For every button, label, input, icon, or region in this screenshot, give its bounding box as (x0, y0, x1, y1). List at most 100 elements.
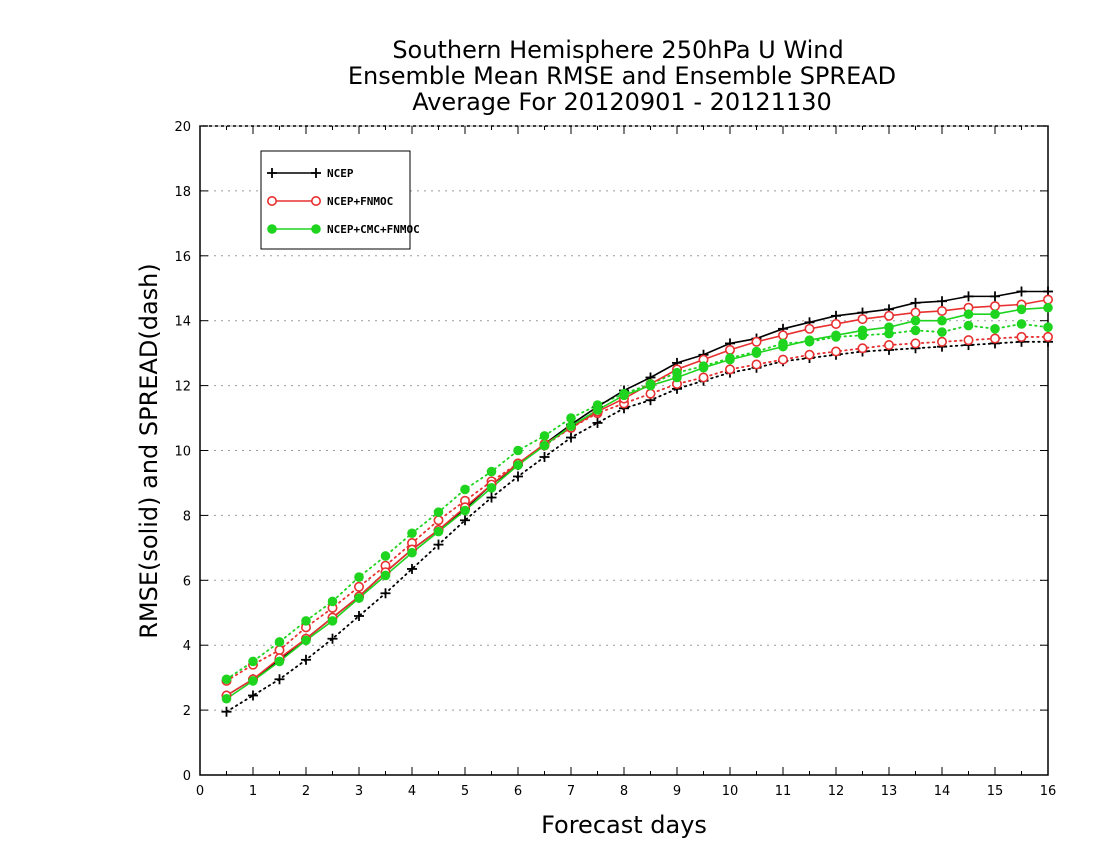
spread-point-ncep-fnmoc (883, 340, 894, 351)
rmse-point-ncep-cmc-fnmoc (513, 460, 523, 470)
rmse-point-ncep-cmc-fnmoc (751, 348, 762, 358)
spread-point-ncep-cmc-fnmoc (274, 637, 285, 647)
x-tick-label: 6 (514, 784, 522, 799)
spread-point-ncep-cmc-fnmoc (937, 327, 947, 337)
legend-marker-ncep (267, 168, 277, 178)
rmse-point-ncep-cmc-fnmoc (672, 372, 682, 383)
rmse-point-ncep-cmc-fnmoc (831, 330, 841, 341)
rmse-point-ncep-cmc-fnmoc (592, 405, 603, 415)
x-tick-label: 3 (355, 784, 363, 799)
legend-box (260, 150, 411, 250)
rmse-point-ncep (937, 296, 947, 307)
rmse-point-ncep-cmc-fnmoc (566, 421, 576, 431)
x-tick-label: 7 (567, 784, 575, 799)
rmse-point-ncep-fnmoc (724, 344, 735, 355)
x-tick-label: 0 (196, 784, 204, 799)
rmse-point-ncep-cmc-fnmoc (1016, 304, 1027, 315)
spread-point-ncep (327, 633, 338, 644)
y-tick-label: 10 (174, 445, 191, 460)
spread-point-ncep-fnmoc (645, 388, 656, 399)
rmse-point-ncep-cmc-fnmoc (804, 335, 815, 345)
rmse-point-ncep (1016, 286, 1027, 297)
legend: NCEP NCEP+FNMOC NCEP+CMC+FNMOC (260, 150, 420, 250)
legend-label-ncep: NCEP (327, 167, 354, 180)
spread-point-ncep (274, 674, 285, 685)
spread-point-ncep-cmc-fnmoc (566, 413, 576, 423)
spread-point-ncep (354, 610, 364, 621)
y-tick-label: 18 (174, 185, 191, 200)
rmse-point-ncep-fnmoc (936, 305, 947, 316)
spread-point-ncep-cmc-fnmoc (486, 466, 497, 477)
rmse-point-ncep-cmc-fnmoc (937, 315, 947, 326)
spread-line-ncep (225, 340, 1049, 713)
rmse-point-ncep-fnmoc (1043, 294, 1054, 305)
spread-point-ncep-cmc-fnmoc (963, 320, 974, 331)
series-layer (221, 286, 1054, 717)
x-tick-label: 13 (881, 784, 898, 799)
spread-point-ncep-cmc-fnmoc (433, 507, 444, 517)
rmse-point-ncep-cmc-fnmoc (301, 635, 311, 646)
rmse-point-ncep-cmc-fnmoc (619, 390, 629, 401)
rmse-point-ncep-fnmoc (910, 307, 921, 318)
spread-point-ncep-fnmoc (857, 343, 868, 354)
rmse-point-ncep-cmc-fnmoc (486, 483, 497, 493)
rmse-point-ncep (910, 297, 921, 308)
legend-marker-ncep-cmc-fnmoc (267, 224, 277, 234)
spread-point-ncep (566, 432, 576, 443)
spread-point-ncep-fnmoc (724, 364, 735, 375)
x-tick-label: 2 (302, 784, 310, 799)
spread-point-ncep (592, 417, 603, 428)
spread-point-ncep-fnmoc (353, 581, 364, 592)
legend-label-ncep-cmc-fnmoc: NCEP+CMC+FNMOC (327, 223, 420, 236)
rmse-line-ncep-cmc-fnmoc (226, 306, 1049, 700)
rmse-point-ncep-fnmoc (883, 310, 894, 321)
rmse-line-ncep-fnmoc (226, 298, 1049, 697)
rmse-point-ncep-cmc-fnmoc (857, 325, 868, 336)
x-tick-label: 9 (673, 784, 681, 799)
spread-point-ncep (539, 451, 550, 462)
rmse-point-ncep-fnmoc (830, 318, 841, 329)
y-tick-label: 14 (174, 315, 191, 330)
y-tick-label: 16 (174, 250, 191, 265)
legend-marker-ncep-cmc-fnmoc (311, 224, 321, 234)
rmse-point-ncep-cmc-fnmoc (539, 440, 550, 451)
rmse-point-ncep-cmc-fnmoc (698, 362, 709, 373)
rmse-point-ncep-cmc-fnmoc (990, 309, 1000, 320)
spread-point-ncep-cmc-fnmoc (990, 324, 1000, 334)
rmse-point-ncep-fnmoc (777, 330, 788, 341)
spread-point-ncep-fnmoc (989, 333, 1000, 344)
rmse-point-ncep-cmc-fnmoc (380, 570, 391, 581)
spread-point-ncep-fnmoc (751, 359, 762, 370)
legend-marker-ncep (311, 168, 321, 178)
spread-point-ncep (433, 539, 444, 550)
rmse-point-ncep-cmc-fnmoc (725, 354, 735, 365)
rmse-point-ncep-fnmoc (857, 314, 868, 325)
spread-point-ncep-cmc-fnmoc (1043, 322, 1053, 332)
y-tick-label: 6 (183, 574, 191, 589)
y-tick-label: 2 (183, 704, 191, 719)
spread-point-ncep-fnmoc (963, 335, 974, 346)
x-tick-label: 15 (987, 784, 1004, 799)
rmse-point-ncep-cmc-fnmoc (248, 676, 258, 686)
spread-point-ncep-fnmoc (1043, 331, 1054, 342)
spread-point-ncep-cmc-fnmoc (354, 572, 364, 582)
spread-point-ncep (513, 471, 523, 482)
y-tick-label: 4 (183, 639, 191, 654)
spread-line-ncep-cmc-fnmoc (225, 323, 1049, 681)
spread-point-ncep-cmc-fnmoc (327, 596, 338, 607)
legend-label-ncep-fnmoc: NCEP+FNMOC (327, 195, 393, 208)
x-tick-label: 16 (1040, 784, 1057, 799)
spread-point-ncep-fnmoc (433, 515, 444, 526)
spread-point-ncep-fnmoc (274, 645, 285, 656)
grid-lines (200, 190, 1048, 711)
spread-point-ncep-cmc-fnmoc (910, 325, 921, 336)
x-axis-label: Forecast days (541, 811, 707, 839)
rmse-line-ncep (226, 290, 1048, 697)
x-tick-label: 11 (775, 784, 792, 799)
rmse-point-ncep (963, 291, 974, 302)
spread-point-ncep (486, 492, 497, 503)
spread-point-ncep-cmc-fnmoc (301, 616, 311, 626)
rmse-point-ncep-cmc-fnmoc (1043, 302, 1053, 313)
